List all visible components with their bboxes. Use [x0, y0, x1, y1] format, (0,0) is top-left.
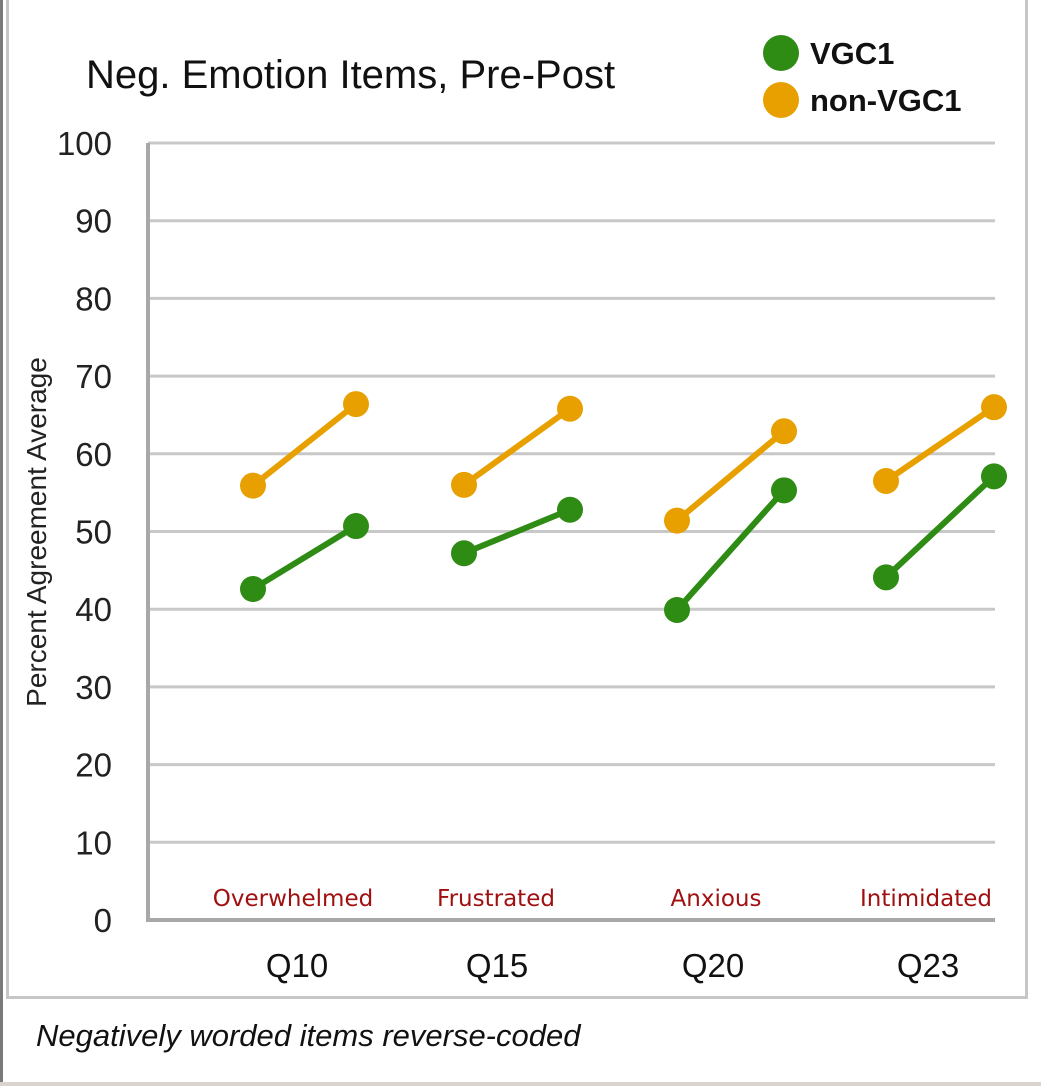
data-point-post	[771, 418, 797, 445]
data-point-pre	[451, 471, 477, 498]
series-line-segment	[251, 401, 358, 489]
y-tick-label: 40	[75, 591, 112, 628]
legend-label: VGC1	[810, 36, 894, 71]
series-line-segment	[884, 404, 996, 484]
series-line-segment	[675, 428, 786, 523]
data-point-pre	[664, 507, 690, 534]
y-tick-label: 50	[75, 514, 112, 551]
series-line-segment	[883, 474, 997, 580]
data-point-post	[343, 513, 369, 540]
legend-label: non-VGC1	[810, 83, 962, 118]
series-line-segment	[674, 488, 787, 612]
x-tick-label: Q10	[266, 947, 328, 984]
legend-marker-vgc1	[763, 35, 799, 71]
data-point-post	[771, 477, 797, 504]
data-point-pre	[451, 540, 477, 567]
data-point-pre	[240, 575, 266, 602]
x-tick-label: Q15	[466, 947, 528, 984]
chart-caption: Negatively worded items reverse-coded	[36, 1018, 581, 1053]
y-tick-labels: 0 10 20 30 40 50 60 70 80 90 100	[57, 125, 112, 939]
data-point-pre	[240, 472, 266, 499]
data-point-post	[981, 394, 1007, 421]
data-point-post	[343, 391, 369, 418]
series-non-vgc1	[240, 391, 1007, 534]
data-point-post	[557, 496, 583, 523]
series-group	[240, 391, 1007, 623]
y-tick-label: 0	[94, 902, 112, 939]
category-sublabels: Overwhelmed Frustrated Anxious Intimidated	[213, 886, 992, 912]
chart-frame	[6, 0, 1028, 999]
data-point-pre	[664, 596, 690, 623]
y-tick-label: 70	[75, 358, 112, 395]
legend-marker-non-vgc1	[763, 82, 799, 118]
series-line-segment	[462, 406, 572, 488]
series-vgc1	[240, 463, 1007, 623]
category-sublabel: Overwhelmed	[213, 886, 373, 912]
chart-svg: Neg. Emotion Items, Pre-Post VGC1 non-VGC…	[21, 35, 1007, 984]
y-tick-label: 20	[75, 747, 112, 784]
gridlines	[146, 141, 995, 922]
outer-border-left	[0, 0, 3, 1086]
legend: VGC1 non-VGC1	[763, 35, 962, 118]
y-tick-label: 30	[75, 669, 112, 706]
category-sublabel: Intimidated	[860, 886, 992, 912]
data-point-post	[557, 395, 583, 422]
y-tick-label: 10	[75, 824, 112, 861]
data-point-post	[981, 463, 1007, 490]
x-tick-label: Q20	[682, 947, 744, 984]
x-tick-label: Q23	[897, 947, 959, 984]
data-point-pre	[873, 467, 899, 494]
y-tick-label: 100	[57, 125, 112, 162]
outer-border-bottom	[0, 1082, 1041, 1086]
series-line-segment	[251, 523, 358, 592]
category-sublabel: Frustrated	[437, 886, 555, 912]
data-point-pre	[873, 564, 899, 591]
series-line-segment	[462, 506, 572, 557]
y-tick-label: 60	[75, 436, 112, 473]
x-tick-labels: Q10 Q15 Q20 Q23	[266, 947, 959, 984]
category-sublabel: Anxious	[671, 886, 762, 912]
y-tick-label: 80	[75, 280, 112, 317]
y-axis-label: Percent Agreement Average	[21, 357, 52, 707]
y-tick-label: 90	[75, 203, 112, 240]
chart-title: Neg. Emotion Items, Pre-Post	[86, 53, 615, 97]
